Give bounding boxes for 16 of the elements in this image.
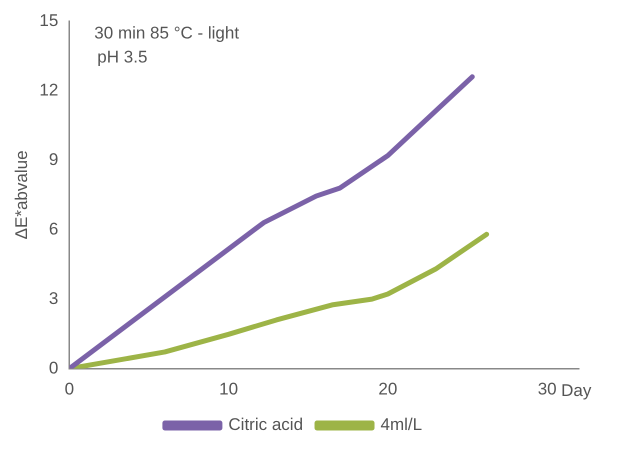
- y-tick-label: 6: [48, 219, 58, 238]
- y-axis-title: ΔE*abvalue: [12, 150, 31, 240]
- legend-label: Citric acid: [228, 415, 304, 434]
- annotation: pH 3.5: [97, 47, 148, 66]
- y-tick-label: 3: [48, 288, 58, 308]
- x-tick-label: 30: [538, 379, 557, 398]
- y-tick-label: 15: [39, 10, 58, 30]
- x-tick-label: 0: [64, 379, 74, 398]
- y-tick-label: 0: [48, 358, 58, 378]
- y-tick-label: 12: [39, 80, 58, 100]
- annotation: 30 min 85 °C - light: [94, 23, 240, 42]
- legend-label: 4ml/L: [380, 415, 422, 434]
- x-axis-title: Day: [561, 380, 592, 400]
- y-tick-label: 9: [48, 150, 58, 169]
- x-tick-label: 10: [219, 379, 238, 398]
- x-tick-label: 20: [378, 379, 398, 398]
